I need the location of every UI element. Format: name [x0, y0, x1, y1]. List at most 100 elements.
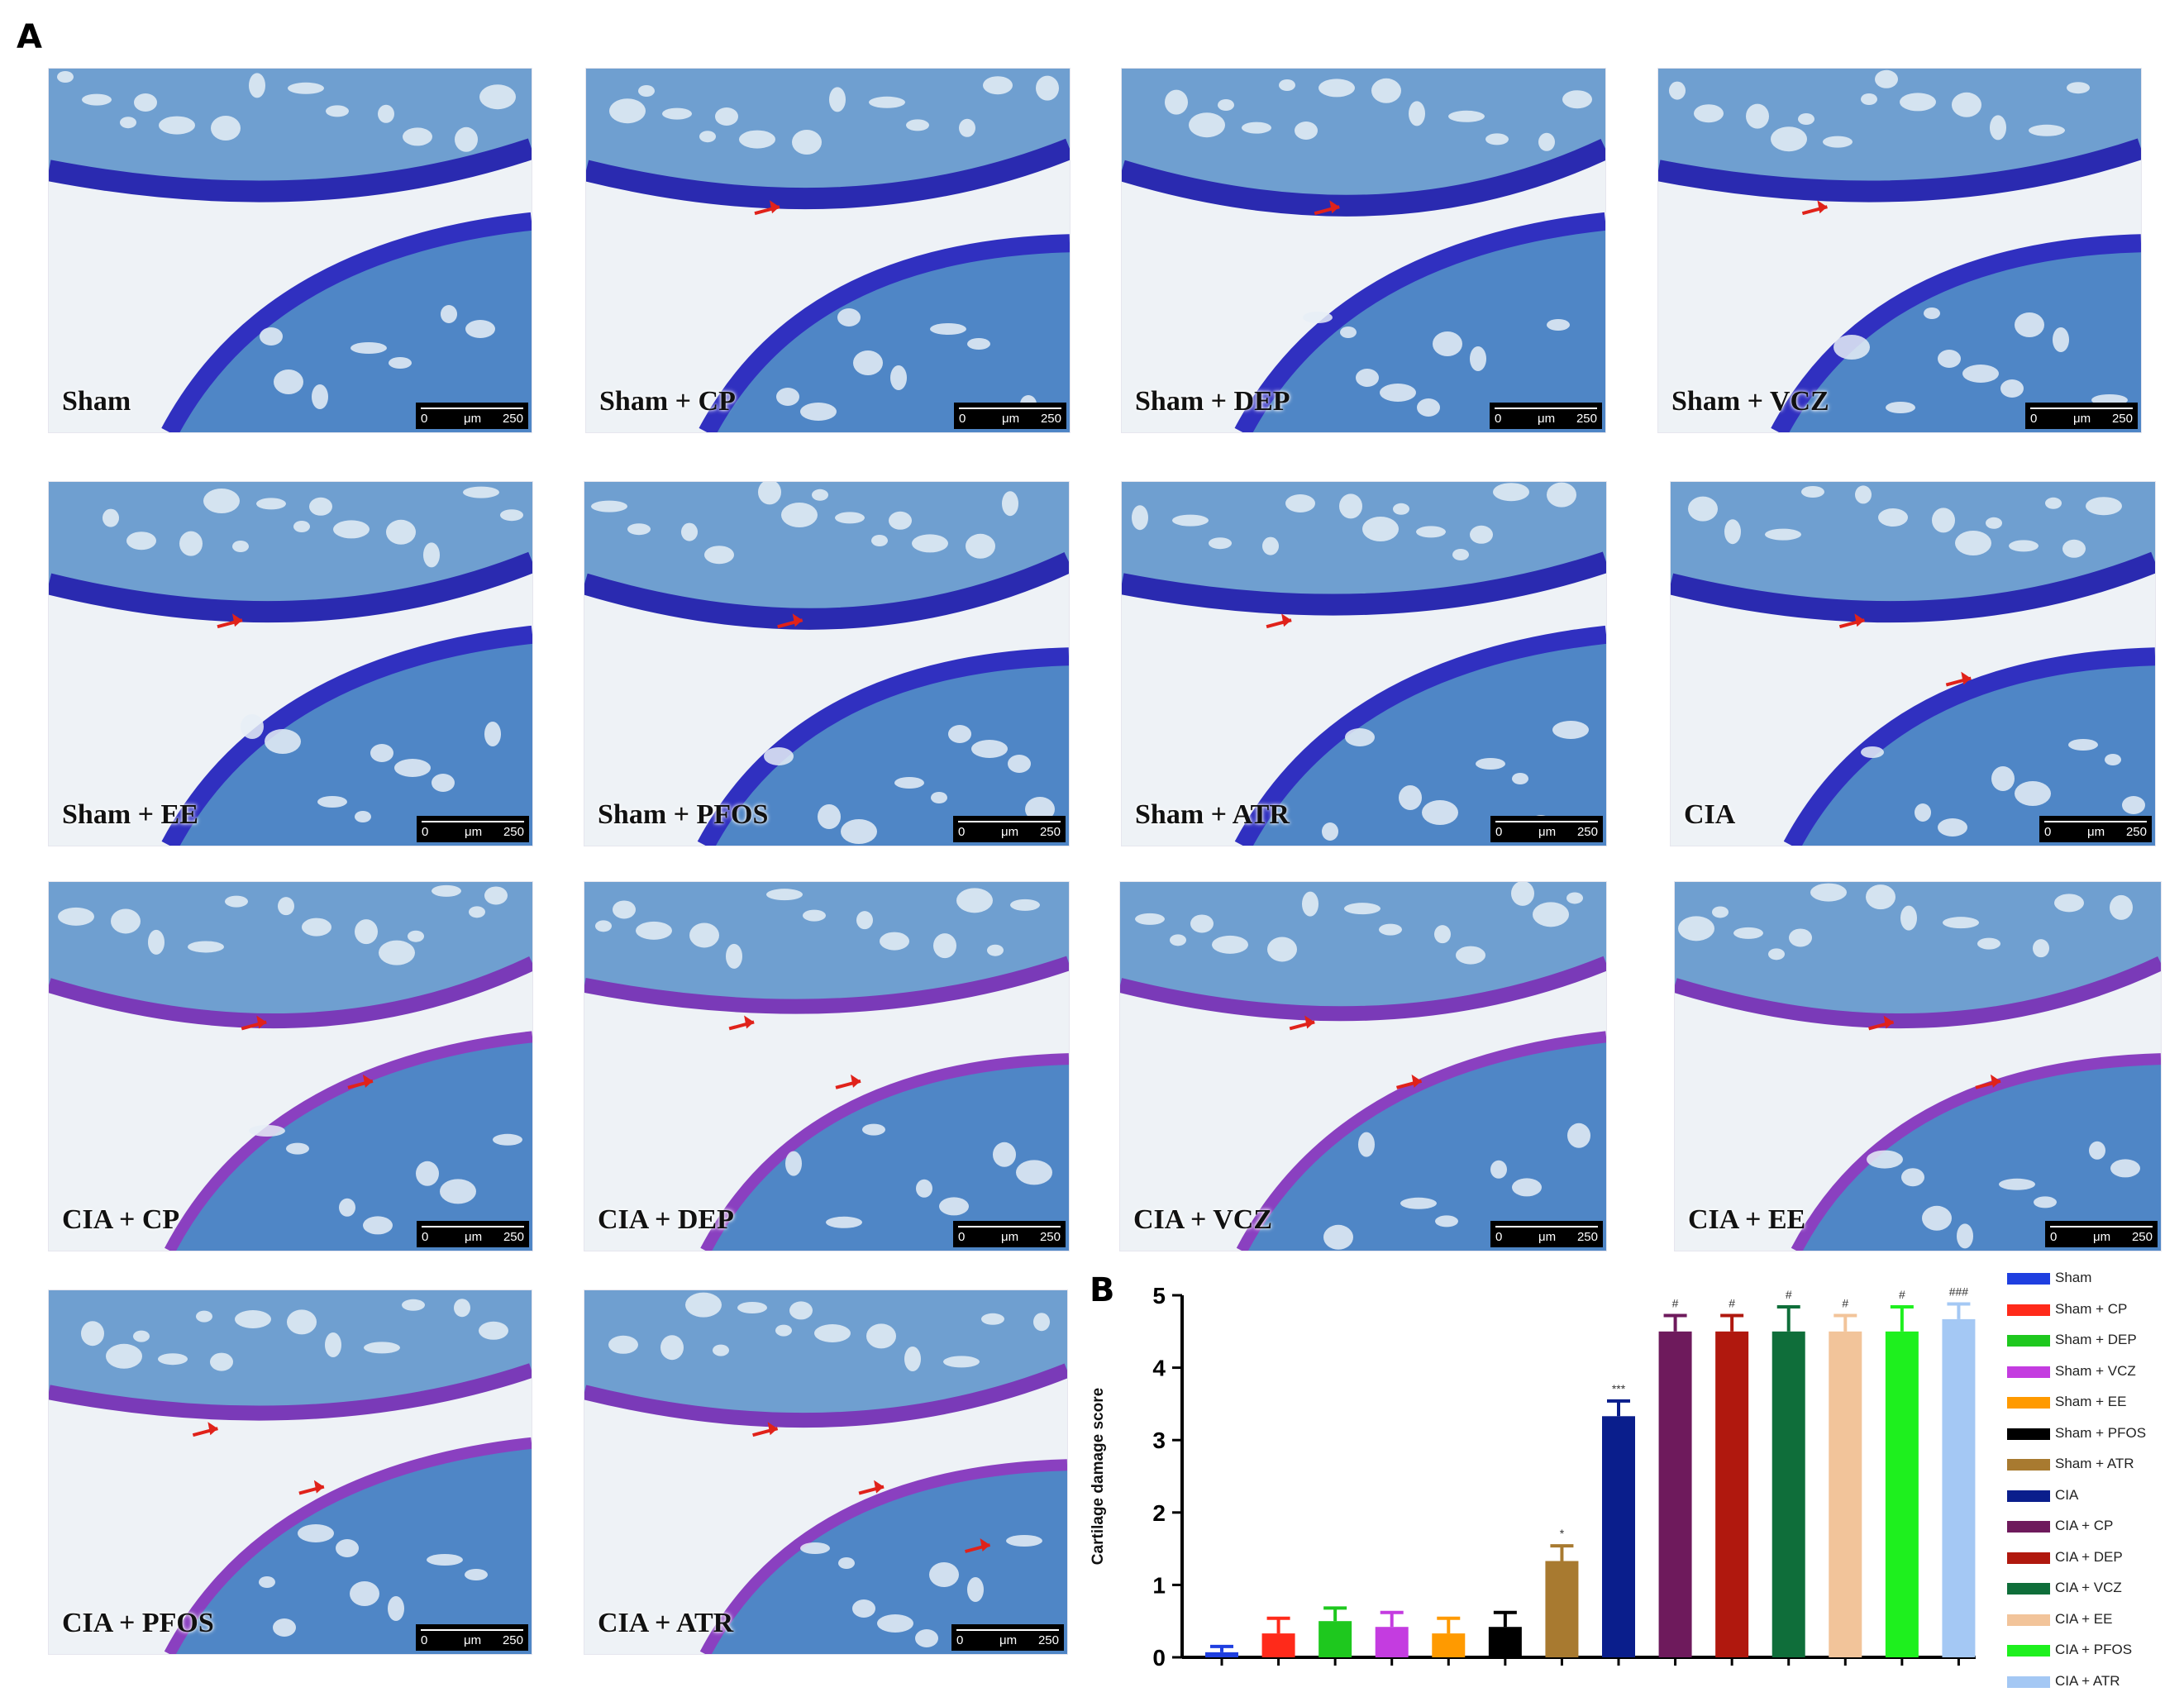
bar	[1602, 1416, 1635, 1657]
legend-swatch	[2007, 1304, 2050, 1316]
bar	[1942, 1318, 1976, 1657]
y-tick-label: 3	[1152, 1428, 1166, 1453]
bar	[1772, 1331, 1805, 1657]
scale-bar-end: 250	[2131, 1230, 2153, 1244]
bar	[1715, 1331, 1749, 1657]
legend-item: CIA + PFOS	[2007, 1638, 2181, 1665]
scale-bar-start: 0	[1495, 412, 1502, 426]
scale-bar-line	[422, 821, 524, 822]
scale-bar-unit: μm	[1538, 412, 1556, 426]
scale-bar-end: 250	[502, 412, 523, 426]
histology-tile: Sham + VCZ 0 μm 250	[1657, 68, 2142, 433]
tissue-image	[1122, 482, 1606, 846]
scale-bar-start: 0	[958, 1230, 966, 1244]
bar	[1488, 1627, 1522, 1657]
scale-bar-start: 0	[959, 412, 966, 426]
legend-label: CIA + PFOS	[2055, 1642, 2133, 1657]
scale-bar: 0 μm 250	[1490, 1221, 1603, 1247]
legend-item: Sham + VCZ	[2007, 1360, 2181, 1386]
scale-bar-unit: μm	[2087, 825, 2105, 839]
legend-label: CIA + CP	[2055, 1518, 2114, 1533]
scale-bar: 0 μm 250	[953, 1221, 1066, 1247]
bar	[1545, 1561, 1579, 1657]
legend-swatch	[2007, 1366, 2050, 1378]
y-tick-label: 1	[1152, 1572, 1166, 1598]
scale-bar-end: 250	[502, 1633, 523, 1647]
scale-bar-start: 0	[2050, 1230, 2058, 1244]
tissue-image	[1122, 69, 1605, 432]
histology-tile: CIA + CP 0 μm 250	[48, 881, 533, 1251]
tissue-image	[584, 1290, 1067, 1654]
legend-label: CIA	[2055, 1486, 2079, 1503]
scale-bar: 0 μm 250	[951, 1624, 1064, 1651]
tile-label: Sham + EE	[62, 799, 198, 830]
legend-swatch	[2007, 1645, 2050, 1656]
scale-bar-start: 0	[421, 1633, 428, 1647]
scale-bar-line	[956, 1629, 1059, 1631]
bar	[1432, 1633, 1466, 1657]
histology-tile: CIA + EE 0 μm 250	[1674, 881, 2162, 1251]
y-tick-label: 5	[1152, 1283, 1166, 1309]
significance-mark: #	[1842, 1297, 1848, 1310]
scale-bar-unit: μm	[464, 412, 482, 426]
scale-bar-start: 0	[422, 1230, 429, 1244]
significance-mark: #	[1672, 1297, 1679, 1310]
tissue-image	[586, 69, 1070, 432]
legend-label: Sham	[2055, 1270, 2092, 1285]
tile-label: Sham + VCZ	[1671, 386, 1829, 417]
legend-item: CIA + CP	[2007, 1514, 2181, 1541]
scale-bar-start: 0	[1495, 825, 1503, 839]
histology-tile: Sham 0 μm 250	[48, 68, 532, 433]
tile-label: Sham + ATR	[1135, 799, 1290, 830]
legend-label: Sham + ATR	[2055, 1456, 2134, 1471]
legend-label: Sham + CP	[2055, 1300, 2128, 1317]
scale-bar: 0 μm 250	[2045, 1221, 2158, 1247]
scale-bar-start: 0	[2044, 825, 2052, 839]
legend-swatch	[2007, 1552, 2050, 1564]
histology-tile: Sham + PFOS 0 μm 250	[584, 481, 1070, 846]
scale-bar-end: 250	[2125, 825, 2147, 839]
y-tick-label: 4	[1152, 1356, 1166, 1381]
scale-bar-unit: μm	[464, 1633, 482, 1647]
scale-bar-unit: μm	[1538, 1230, 1557, 1244]
tissue-image	[1120, 882, 1606, 1251]
legend-swatch	[2007, 1614, 2050, 1626]
scale-bar: 0 μm 250	[953, 816, 1066, 842]
scale-bar-unit: μm	[999, 1633, 1018, 1647]
scale-bar-line	[2044, 821, 2147, 822]
tissue-image	[1658, 69, 2141, 432]
tissue-image	[1671, 482, 2155, 846]
legend-item: Sham + DEP	[2007, 1328, 2181, 1355]
scale-bar-line	[1495, 1226, 1598, 1227]
scale-bar-end: 250	[503, 825, 524, 839]
legend-item: Sham	[2007, 1266, 2181, 1293]
legend-label: Sham + VCZ	[2055, 1362, 2136, 1379]
scale-bar: 0 μm 250	[417, 816, 529, 842]
tile-label: CIA + VCZ	[1133, 1204, 1273, 1235]
legend-swatch	[2007, 1335, 2050, 1347]
legend-swatch	[2007, 1490, 2050, 1502]
legend-swatch	[2007, 1521, 2050, 1533]
scale-bar: 0 μm 250	[2025, 403, 2138, 429]
significance-mark: #	[1899, 1288, 1905, 1301]
histology-tile: CIA + PFOS 0 μm 250	[48, 1289, 532, 1655]
significance-mark: *	[1560, 1527, 1565, 1540]
scale-bar: 0 μm 250	[2039, 816, 2152, 842]
significance-mark: #	[1786, 1288, 1792, 1301]
significance-mark: ***	[1612, 1382, 1626, 1395]
scale-bar-line	[422, 1226, 524, 1227]
scale-bar-end: 250	[1039, 825, 1061, 839]
scale-bar-start: 0	[956, 1633, 964, 1647]
scale-bar-unit: μm	[1001, 1230, 1019, 1244]
legend-label: CIA + EE	[2055, 1610, 2113, 1627]
legend-item: CIA + ATR	[2007, 1670, 2181, 1696]
panel-a-letter: A	[17, 18, 42, 56]
legend-label: Sham + PFOS	[2055, 1424, 2147, 1441]
scale-bar: 0 μm 250	[417, 1221, 529, 1247]
histology-tile: Sham + EE 0 μm 250	[48, 481, 533, 846]
scale-bar-unit: μm	[465, 825, 483, 839]
bar	[1375, 1627, 1409, 1657]
scale-bar-line	[421, 1629, 523, 1631]
y-axis-title: Cartilage damage score	[1090, 1388, 1107, 1565]
